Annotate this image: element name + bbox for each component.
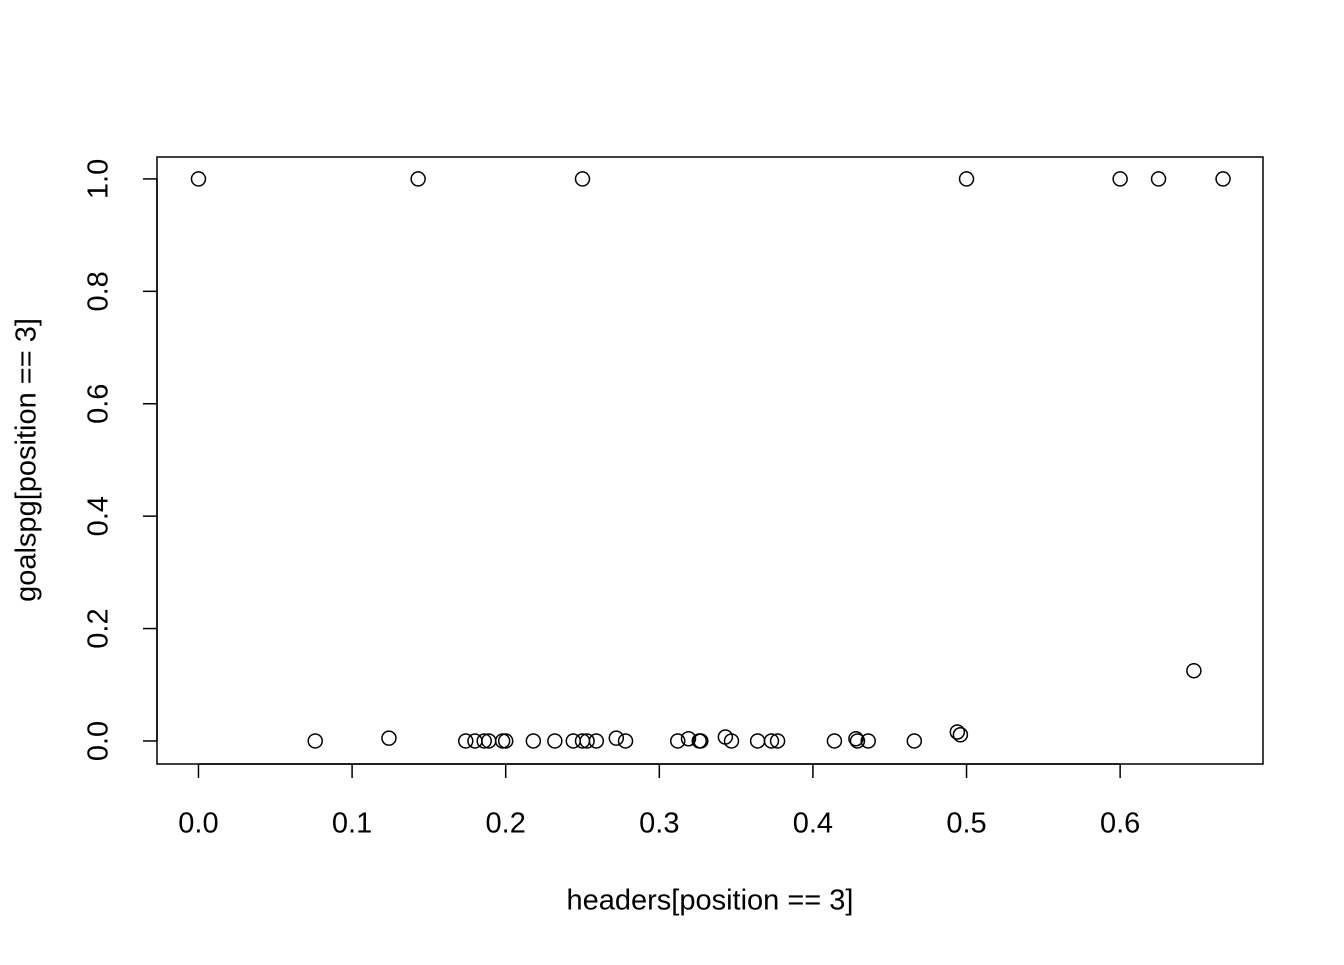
point <box>749 733 766 749</box>
y-tick-label: 0.0 <box>83 721 115 761</box>
point <box>525 733 542 749</box>
point <box>952 727 969 743</box>
x-tick-label: 0.4 <box>793 808 833 840</box>
point <box>1186 662 1202 679</box>
point <box>769 733 786 749</box>
point <box>1150 171 1167 187</box>
point <box>958 171 975 187</box>
point <box>849 733 866 749</box>
point <box>723 733 740 749</box>
x-tick-label: 0.3 <box>639 808 679 840</box>
point <box>763 733 780 749</box>
point <box>693 733 709 749</box>
point <box>574 171 591 187</box>
x-tick-label: 0.6 <box>1100 808 1140 840</box>
point <box>848 730 864 747</box>
point <box>381 730 397 746</box>
y-tick-label: 1.0 <box>83 159 115 199</box>
point <box>906 733 923 749</box>
point <box>826 733 843 749</box>
point <box>1112 171 1128 187</box>
point <box>458 733 474 749</box>
x-tick-label: 0.1 <box>332 808 372 840</box>
y-axis-label: goalspg[position == 3] <box>11 318 43 602</box>
point <box>949 724 966 740</box>
x-tick-label: 0.5 <box>946 808 986 840</box>
point <box>190 171 207 187</box>
point <box>860 733 876 749</box>
y-tick-label: 0.8 <box>83 271 115 311</box>
point <box>410 171 426 187</box>
point <box>617 733 634 749</box>
point <box>494 733 511 749</box>
point <box>1215 171 1231 187</box>
point <box>588 733 605 749</box>
point <box>680 730 697 747</box>
x-tick-label: 0.0 <box>178 808 218 840</box>
point <box>476 733 492 749</box>
point <box>608 730 625 746</box>
y-tick-label: 0.4 <box>83 496 115 536</box>
point <box>307 733 323 749</box>
point <box>497 733 514 749</box>
point <box>669 733 686 749</box>
y-tick-label: 0.6 <box>83 384 115 424</box>
point <box>547 733 563 749</box>
plot-box <box>156 156 1264 765</box>
x-axis-label: headers[position == 3] <box>567 885 854 917</box>
y-tick-label: 0.2 <box>83 608 115 648</box>
x-tick-label: 0.2 <box>486 808 526 840</box>
point <box>579 733 595 749</box>
